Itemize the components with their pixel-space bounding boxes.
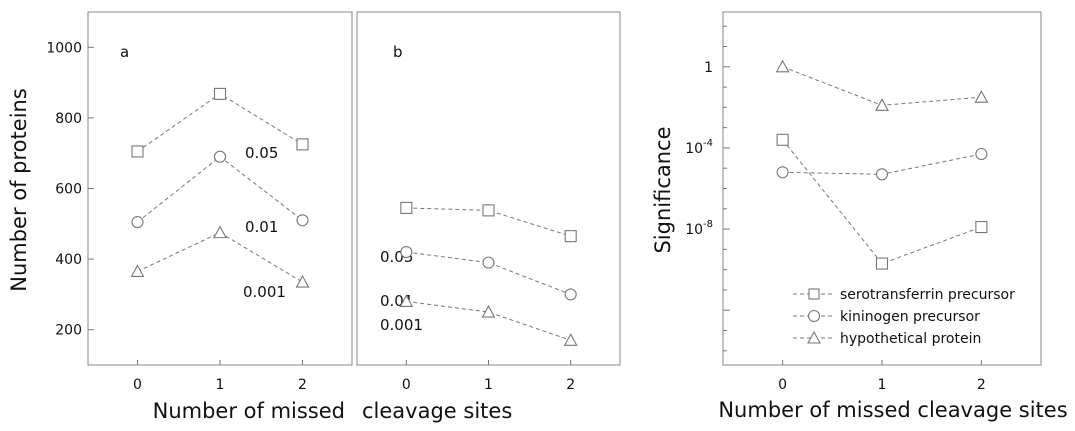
panel-a-letter: a	[120, 43, 129, 61]
panel-a-y-tick-label: 200	[55, 323, 82, 339]
panel-a-y-tick-label: 600	[55, 182, 82, 198]
legend-label-kininogen: kininogen precursor	[840, 309, 980, 325]
panel-a-series-label: 0.001	[243, 283, 286, 301]
panel-a-x-tick-label: 1	[216, 377, 225, 393]
panel-b-triangle-point	[481, 304, 496, 318]
significance-series-line-square	[782, 139, 982, 265]
legend-entry-hypothetical: hypothetical protein	[793, 330, 981, 347]
panel-a-series-line-triangle	[137, 232, 303, 283]
significance-y-tick-label: 10-8	[685, 219, 713, 238]
significance-triangle-point	[974, 90, 989, 103]
panel-b-x-tick-label: 1	[484, 377, 493, 393]
panel-a-y-axis-title: Number of proteins	[7, 88, 31, 292]
significance-x-tick-label: 2	[977, 377, 986, 393]
panel-a-square-point	[296, 138, 309, 151]
panel-b-circle-point	[564, 288, 577, 301]
panel-b-square-point	[564, 230, 577, 243]
panel-b-x-tick-label: 2	[566, 377, 575, 393]
significance-x-axis-title: Number of missed cleavage sites	[718, 398, 1067, 422]
legend-circle-marker	[807, 309, 821, 323]
significance-x-tick-label: 0	[778, 377, 787, 393]
panel-a-series-label: 0.01	[245, 218, 278, 236]
significance-circle-point	[875, 168, 889, 181]
panel-a-y-tick-label: 800	[55, 111, 82, 127]
panel-b-x-axis-title: cleavage sites	[362, 399, 512, 423]
panel-a-triangle-point	[130, 264, 145, 278]
panel-a-circle-point	[131, 215, 144, 229]
panel-b-circle-point	[400, 245, 413, 259]
significance-y-axis-title: Significance	[651, 126, 675, 253]
significance-y-tick-label: 10-4	[685, 138, 713, 157]
panel-b-triangle-point	[563, 333, 578, 346]
panel-a-y-tick-label: 1000	[46, 40, 82, 56]
panel-b-series-line-triangle	[406, 300, 571, 341]
legend-entry-kininogen: kininogen precursor	[793, 309, 980, 325]
panel-b-circle-point	[482, 256, 495, 269]
significance-circle-point	[975, 147, 988, 161]
significance-square-point	[975, 220, 988, 234]
panel-a-square-point	[131, 145, 144, 158]
panel-a-series-label: 0.05	[245, 144, 278, 162]
panel-b-x-tick-label: 0	[402, 377, 411, 393]
panel-a-triangle-point	[213, 225, 227, 239]
panel-a-y-tick-label: 400	[55, 252, 82, 268]
panel-a-x-axis-title: Number of missed	[153, 399, 345, 423]
panel-a-x-tick-label: 2	[298, 377, 307, 393]
panel-a-square-point	[213, 87, 227, 100]
panel-b-series-label: 0.001	[380, 316, 423, 334]
significance-y-tick-label: 1	[704, 60, 713, 76]
significance-x-tick-label: 1	[878, 377, 887, 393]
panel-b-letter: b	[393, 43, 403, 61]
significance-circle-point	[776, 166, 789, 179]
panel-a-circle-point	[296, 214, 309, 227]
legend-triangle-marker	[807, 330, 821, 344]
panel-a-series-line-circle	[137, 156, 303, 223]
significance-legend: serotransferrin precursor kininogen prec…	[793, 287, 1015, 347]
panel-b-square-point	[400, 201, 413, 214]
panel-a-frame	[87, 11, 353, 366]
panel-b-square-point	[482, 204, 495, 217]
panel-b-triangle-point	[399, 294, 414, 308]
panel-a-x-tick-label: 0	[133, 377, 142, 393]
panel-a-circle-point	[213, 150, 227, 163]
significance-triangle-point	[875, 98, 889, 111]
significance-triangle-point	[775, 59, 790, 73]
legend-label-serotransferrin: serotransferrin precursor	[840, 287, 1015, 303]
panel-a-series-line-square	[137, 93, 303, 152]
panel-b-series-line-circle	[406, 251, 571, 295]
significance-square-point	[875, 257, 889, 270]
legend-entry-serotransferrin: serotransferrin precursor	[793, 287, 1015, 303]
legend-label-hypothetical: hypothetical protein	[840, 331, 981, 347]
significance-square-point	[776, 133, 789, 146]
legend-square-marker	[808, 288, 820, 300]
panel-a-triangle-point	[295, 274, 310, 288]
